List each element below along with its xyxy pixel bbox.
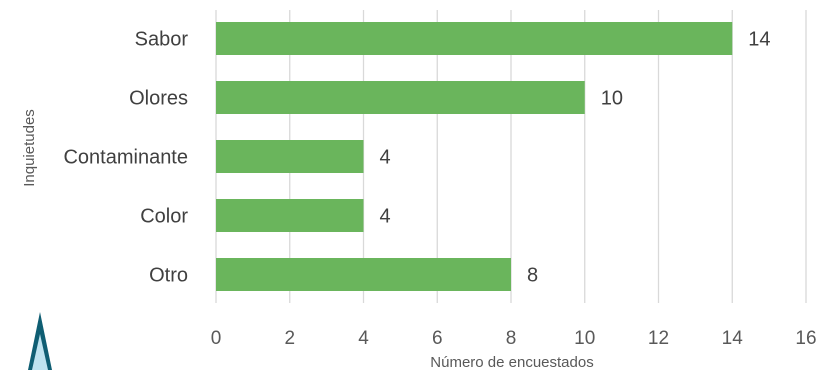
data-label: 8 [527,265,538,287]
bar-contaminante [216,140,364,173]
data-labels: 14 10 4 4 8 [380,29,771,287]
bar-otro [216,258,511,291]
bar-olores [216,81,585,114]
x-tick-label: 0 [211,328,222,349]
triangle-logo-icon [28,312,52,370]
x-tick-label: 12 [648,328,669,349]
x-tick-label: 8 [506,328,517,349]
x-tick-label: 16 [795,328,816,349]
category-label: Color [140,206,188,228]
y-axis-title: Inquietudes [21,109,38,187]
data-label: 4 [380,147,391,169]
bar-sabor [216,22,733,55]
x-tick-label: 14 [722,328,744,349]
data-label: 4 [380,206,391,228]
category-labels: Sabor Olores Contaminante Color Otro [63,29,188,287]
bar-color [216,199,364,232]
x-axis-title: Número de encuestados [430,354,593,371]
category-label: Contaminante [63,147,188,169]
gridlines [215,10,807,303]
x-tick-label: 4 [358,328,369,349]
x-tick-label: 2 [284,328,295,349]
bars [216,22,733,291]
category-label: Otro [149,265,188,287]
category-label: Olores [129,88,188,110]
x-tick-label: 6 [432,328,443,349]
category-label: Sabor [135,29,189,51]
x-tick-label: 10 [574,328,595,349]
data-label: 14 [748,29,770,51]
x-tick-labels: 0 2 4 6 8 10 12 14 16 [211,328,817,349]
data-label: 10 [601,88,623,110]
